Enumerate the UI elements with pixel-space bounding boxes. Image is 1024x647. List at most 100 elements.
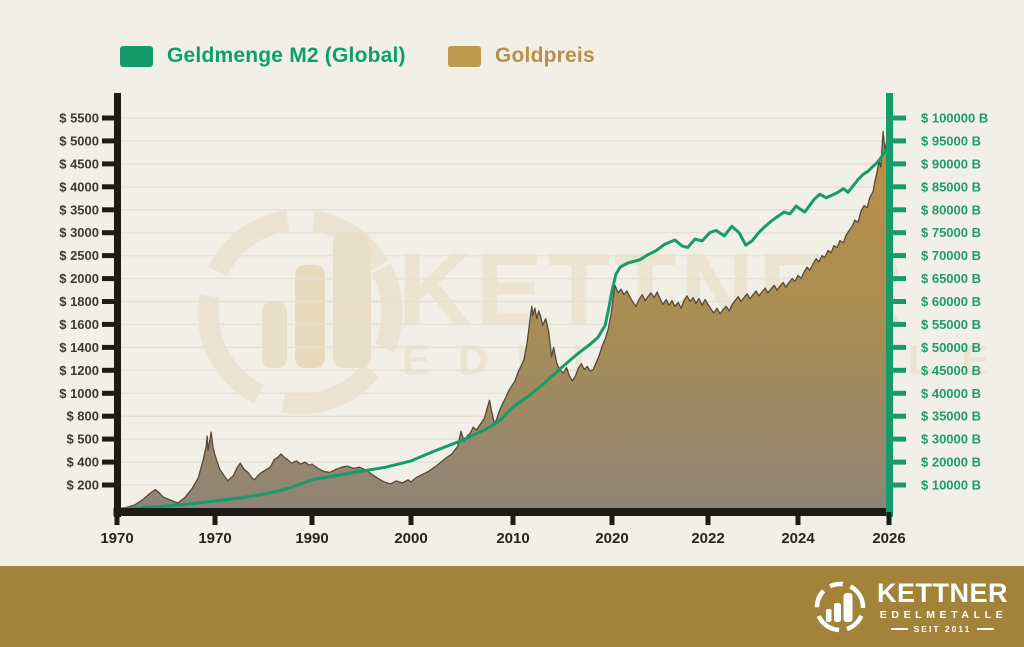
y-right-tick (892, 161, 906, 167)
y-right-tick (892, 390, 906, 396)
y-left-tick-label: $ 500 (66, 432, 99, 447)
legend-item-m2: Geldmenge M2 (Global) (120, 44, 406, 68)
y-right-tick-label: $ 90000 B (921, 156, 981, 171)
m2-legend-swatch (120, 45, 153, 67)
x-tick (705, 512, 711, 525)
y-left-tick (102, 344, 115, 350)
y-left-tick (102, 367, 115, 373)
y-right-tick-label: $ 60000 B (921, 294, 981, 309)
x-tick-label: 2000 (394, 530, 427, 547)
y-left-tick (102, 413, 115, 419)
y-left-tick-label: $ 1800 (59, 294, 99, 309)
x-tick (510, 512, 516, 525)
y-right-tick (892, 321, 906, 327)
x-tick-label: 1990 (295, 530, 328, 547)
chart-legend: Geldmenge M2 (Global) Goldpreis (0, 44, 1024, 70)
y-right-tick (892, 413, 906, 419)
y-right-tick (892, 230, 906, 236)
goldpreis-area (117, 131, 889, 512)
x-tick-label: 2022 (691, 530, 724, 547)
watermark-bar-icon (262, 302, 287, 368)
footer-banner: KETTNER EDELMETALLE SEIT 2011 (0, 566, 1024, 647)
footer-sub: EDELMETALLE (879, 608, 1008, 621)
y-left-tick (102, 299, 115, 304)
y-left-tick-label: $ 1000 (59, 386, 99, 401)
y-left-tick-label: $ 2000 (59, 271, 99, 286)
x-tick (212, 512, 218, 525)
y-right-tick-label: $ 85000 B (921, 179, 981, 194)
kettner-logo: KETTNER EDELMETALLE SEIT 2011 (812, 579, 1024, 635)
x-tick-label: 1970 (100, 530, 133, 547)
y-right-tick-label: $ 40000 B (921, 386, 981, 401)
x-tick (309, 512, 315, 525)
m2-legend-label: Geldmenge M2 (Global) (167, 44, 406, 67)
y-right-tick-label: $ 50000 B (921, 340, 981, 355)
y-right-tick-label: $ 70000 B (921, 248, 981, 263)
y-right-tick (892, 184, 906, 190)
y-left-tick (102, 482, 115, 488)
x-tick (408, 512, 414, 525)
axes-layer (102, 93, 906, 525)
kettner-logo-text: KETTNER EDELMETALLE SEIT 2011 (877, 579, 1008, 634)
y-right-tick (892, 207, 906, 213)
m2-line (115, 144, 891, 511)
series-layer (115, 130, 891, 512)
y-left-tick-label: $ 800 (66, 409, 99, 424)
y-left-tick (102, 253, 115, 259)
axis-labels-layer: $ 5500 $ 5000 $ 4500 $ 4000 $ 3500 $ 3000 $ 25… (59, 111, 988, 548)
x-tick-label: 2026 (872, 530, 905, 547)
footer-since: SEIT 2011 (890, 625, 995, 634)
y-right-tick (892, 482, 906, 488)
y-left-tick (102, 184, 115, 190)
x-tick-label: 2024 (781, 530, 815, 547)
y-right-tick (892, 138, 906, 144)
y-left-tick-label: $ 2500 (59, 248, 99, 263)
y-right-tick-label: $ 20000 B (921, 455, 981, 470)
y-left-tick-label: $ 1200 (59, 363, 99, 378)
y-right-tick-label: $ 55000 B (921, 317, 981, 332)
y-left-tick-label: $ 3500 (59, 202, 99, 217)
y-right-tick-label: $ 45000 B (921, 363, 981, 378)
dash-icon (890, 628, 908, 631)
gold-legend-label: Goldpreis (495, 44, 595, 67)
kettner-ring-bars-icon (814, 581, 866, 632)
y-left-tick (102, 436, 115, 442)
y-right-tick-label: $ 30000 B (921, 432, 981, 447)
watermark-bar-icon (295, 265, 325, 368)
y-left-tick (102, 230, 115, 236)
y-left-tick-label: $ 4000 (59, 179, 99, 194)
y-right-tick (892, 115, 906, 121)
x-tick-label: 2010 (496, 530, 529, 547)
y-right-tick (892, 459, 906, 465)
x-tick (886, 512, 892, 525)
goldpreis-edge (116, 130, 890, 511)
dash-icon (977, 628, 995, 631)
legend-item-gold: Goldpreis (448, 44, 595, 68)
y-left-tick-label: $ 3000 (59, 225, 99, 240)
y-left-tick (102, 390, 115, 396)
x-axis (113, 508, 893, 516)
y-left-tick-label: $ 4500 (59, 156, 99, 171)
y-right-tick (892, 436, 906, 442)
y-left-tick-label: $ 200 (66, 478, 99, 493)
y-right-tick-label: $ 65000 B (921, 271, 981, 286)
y-left-axis (114, 93, 121, 517)
y-right-tick-label: $ 75000 B (921, 225, 981, 240)
y-right-tick-label: $ 10000 B (921, 478, 981, 493)
y-left-tick (102, 321, 115, 327)
y-right-axis (886, 93, 893, 517)
y-left-tick (102, 138, 115, 144)
y-left-tick-label: $ 5500 (59, 111, 99, 126)
y-left-tick (102, 276, 115, 282)
y-left-tick (102, 459, 115, 465)
y-left-tick-label: $ 400 (66, 455, 99, 470)
y-right-tick-label: $ 100000 B (921, 111, 988, 126)
y-right-tick-label: $ 80000 B (921, 202, 981, 217)
y-right-tick (892, 276, 906, 282)
x-tick-label: 1970 (198, 530, 231, 547)
y-right-tick (892, 344, 906, 350)
y-right-tick-label: $ 35000 B (921, 409, 981, 424)
gold-legend-swatch (448, 45, 481, 67)
